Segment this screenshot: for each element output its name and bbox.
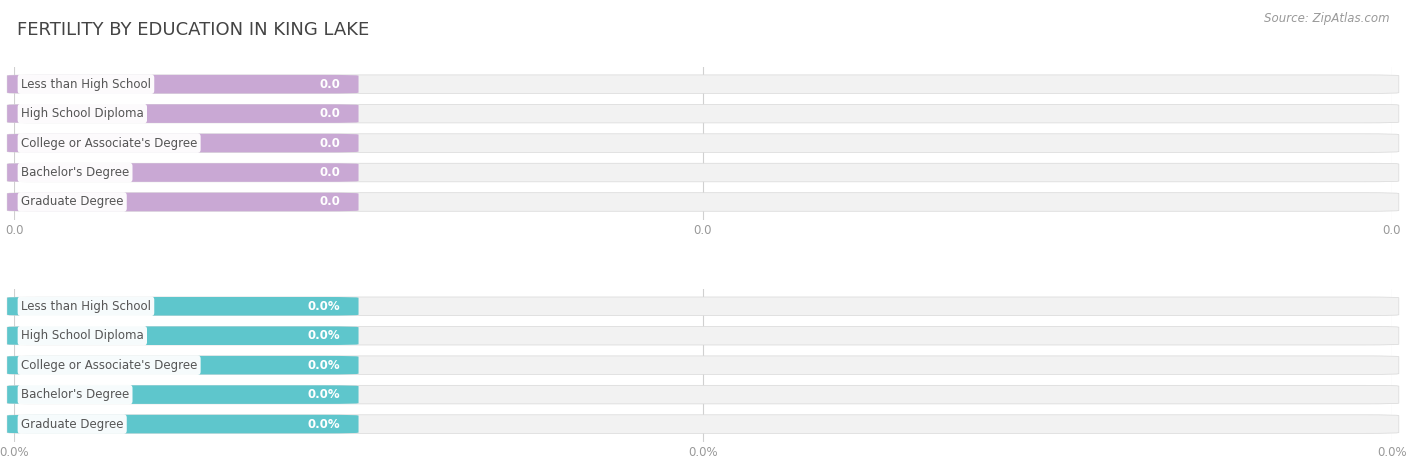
FancyBboxPatch shape (7, 134, 359, 152)
Text: College or Associate's Degree: College or Associate's Degree (21, 137, 197, 150)
Text: College or Associate's Degree: College or Associate's Degree (21, 359, 197, 371)
Text: 0.0%: 0.0% (308, 388, 340, 401)
FancyBboxPatch shape (7, 297, 1399, 315)
Text: Less than High School: Less than High School (21, 78, 150, 91)
FancyBboxPatch shape (7, 356, 1399, 374)
FancyBboxPatch shape (7, 75, 1399, 94)
Text: Graduate Degree: Graduate Degree (21, 196, 124, 209)
FancyBboxPatch shape (7, 385, 1399, 404)
FancyBboxPatch shape (7, 163, 1399, 182)
Text: High School Diploma: High School Diploma (21, 107, 143, 120)
Text: FERTILITY BY EDUCATION IN KING LAKE: FERTILITY BY EDUCATION IN KING LAKE (17, 21, 370, 39)
FancyBboxPatch shape (7, 297, 359, 315)
Text: 0.0%: 0.0% (308, 359, 340, 371)
Text: 0.0: 0.0 (319, 78, 340, 91)
FancyBboxPatch shape (7, 415, 1399, 433)
Text: Source: ZipAtlas.com: Source: ZipAtlas.com (1264, 12, 1389, 25)
Text: Less than High School: Less than High School (21, 300, 150, 313)
Text: Bachelor's Degree: Bachelor's Degree (21, 388, 129, 401)
Text: 0.0: 0.0 (319, 137, 340, 150)
FancyBboxPatch shape (7, 75, 359, 94)
FancyBboxPatch shape (7, 193, 359, 211)
FancyBboxPatch shape (7, 415, 359, 433)
Text: 0.0%: 0.0% (308, 329, 340, 342)
Text: High School Diploma: High School Diploma (21, 329, 143, 342)
FancyBboxPatch shape (7, 134, 1399, 152)
Text: 0.0: 0.0 (319, 196, 340, 209)
FancyBboxPatch shape (7, 385, 359, 404)
Text: 0.0%: 0.0% (308, 418, 340, 430)
FancyBboxPatch shape (7, 104, 359, 123)
Text: Graduate Degree: Graduate Degree (21, 418, 124, 430)
FancyBboxPatch shape (7, 163, 359, 182)
Text: 0.0%: 0.0% (308, 300, 340, 313)
Text: 0.0: 0.0 (319, 166, 340, 179)
Text: 0.0: 0.0 (319, 107, 340, 120)
Text: Bachelor's Degree: Bachelor's Degree (21, 166, 129, 179)
FancyBboxPatch shape (7, 326, 359, 345)
FancyBboxPatch shape (7, 193, 1399, 211)
FancyBboxPatch shape (7, 356, 359, 374)
FancyBboxPatch shape (7, 104, 1399, 123)
FancyBboxPatch shape (7, 326, 1399, 345)
